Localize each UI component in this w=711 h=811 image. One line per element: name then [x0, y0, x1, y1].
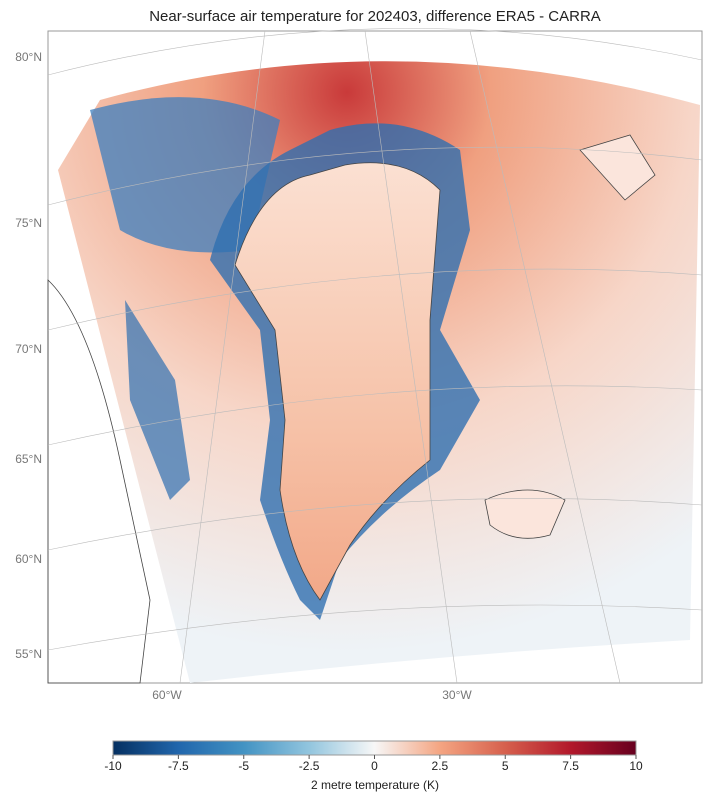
labrador-outline [47, 279, 151, 684]
colorbar-tick-label: 10 [629, 759, 643, 773]
lat-label: 70°N [15, 342, 42, 356]
graticule [47, 28, 703, 684]
colorbar-tick-label: 7.5 [562, 759, 579, 773]
iceland [484, 489, 566, 539]
colorbar [112, 740, 637, 756]
svalbard [579, 134, 656, 201]
lat-label: 55°N [15, 647, 42, 661]
baffin-coast [125, 300, 190, 500]
colorbar-tick-label: 0 [371, 759, 378, 773]
lon-label: 30°W [442, 688, 472, 702]
lat-label: 65°N [15, 452, 42, 466]
colorbar-label: 2 metre temperature (K) [311, 778, 439, 792]
colorbar-tick-label: 5 [502, 759, 509, 773]
colorbar-tick-label: -2.5 [299, 759, 320, 773]
colorbar-tick-label: -5 [238, 759, 249, 773]
greenland [234, 162, 441, 601]
colorbar-tick-label: 2.5 [432, 759, 449, 773]
lat-label: 60°N [15, 552, 42, 566]
map-body [47, 28, 703, 684]
map-title: Near-surface air temperature for 202403,… [149, 8, 601, 25]
colorbar-tick-label: -7.5 [168, 759, 189, 773]
lat-label: 75°N [15, 216, 42, 230]
lat-label: 80°N [15, 50, 42, 64]
colorbar-tick-label: -10 [104, 759, 122, 773]
lon-label: 60°W [152, 688, 182, 702]
